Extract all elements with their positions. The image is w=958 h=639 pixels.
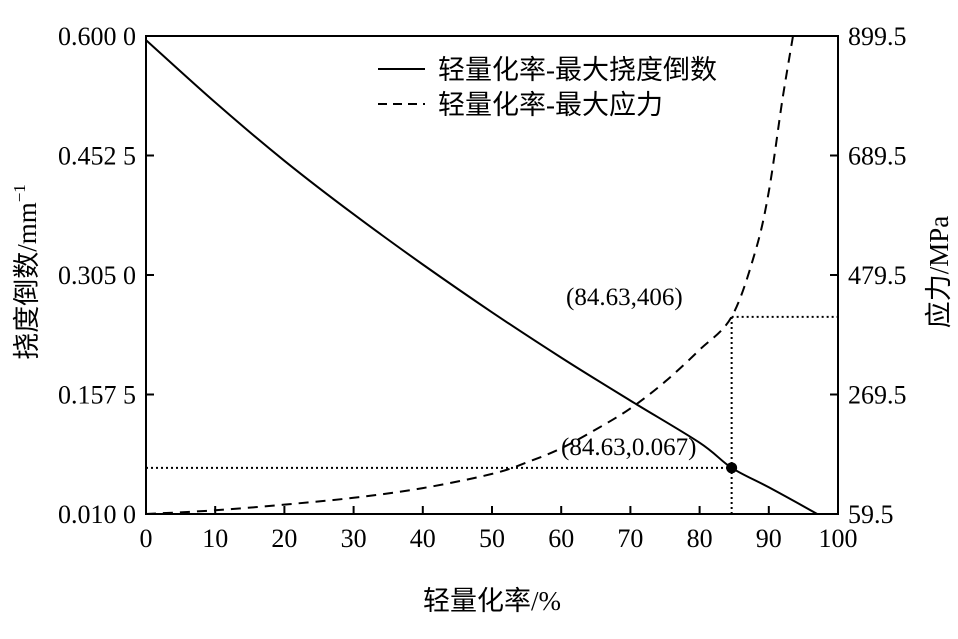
x-axis-ticks: 0 10 20 30 40 50 60 70 80 90 100 [140,506,858,553]
x-tick-label: 20 [271,524,297,553]
x-tick-label: 40 [410,524,436,553]
left-tick-label: 0.452 5 [58,142,136,171]
left-axis-title: 挠度倒数/mm−1 [10,184,42,360]
left-axis-ticks: 0.010 0 0.157 5 0.305 0 0.452 5 0.600 0 [58,22,154,529]
x-tick-label: 0 [140,524,153,553]
left-tick-label: 0.010 0 [58,500,136,529]
deflection-point-marker [726,462,738,474]
legend-label-stress: 轻量化率-最大应力 [438,90,663,120]
plot-lines [145,35,838,515]
x-tick-label: 10 [202,524,228,553]
annotation-deflection-point: (84.63,0.067) [561,434,696,461]
right-axis-ticks: 59.5 269.5 479.5 689.5 899.5 [830,22,907,529]
right-tick-label: 269.5 [848,381,907,410]
right-tick-label: 689.5 [848,142,907,171]
x-tick-label: 80 [687,524,713,553]
x-axis-title: 轻量化率/% [423,586,561,616]
left-tick-label: 0.305 0 [58,261,136,290]
right-tick-label: 59.5 [848,500,894,529]
x-tick-label: 70 [617,524,643,553]
x-tick-label: 90 [756,524,782,553]
legend: 轻量化率-最大挠度倒数 轻量化率-最大应力 [378,55,717,120]
stress-series-line [145,35,794,515]
right-tick-label: 479.5 [848,261,907,290]
right-tick-label: 899.5 [848,22,907,51]
left-axis-title-superscript: −1 [10,184,29,202]
x-tick-label: 60 [548,524,574,553]
left-tick-label: 0.600 0 [58,22,136,51]
right-axis-title: 应力/MPa [924,216,954,329]
left-axis-title-text: 挠度倒数/mm [12,202,42,360]
left-tick-label: 0.157 5 [58,381,136,410]
x-tick-label: 100 [819,524,858,553]
legend-label-deflection: 轻量化率-最大挠度倒数 [438,55,717,85]
annotation-stress-point: (84.63,406) [566,284,683,311]
x-tick-label: 30 [341,524,367,553]
x-tick-label: 50 [479,524,505,553]
